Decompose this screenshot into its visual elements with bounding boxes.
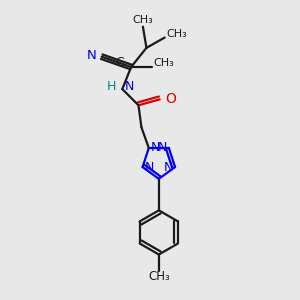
Text: N: N xyxy=(151,142,160,154)
Text: N: N xyxy=(144,160,154,174)
Text: N: N xyxy=(164,160,173,174)
Text: N: N xyxy=(125,80,135,93)
Text: O: O xyxy=(165,92,176,106)
Text: N: N xyxy=(158,142,167,154)
Text: N: N xyxy=(87,49,96,62)
Text: H: H xyxy=(106,80,116,93)
Text: CH₃: CH₃ xyxy=(148,270,170,283)
Text: CH₃: CH₃ xyxy=(133,15,153,25)
Text: CH₃: CH₃ xyxy=(166,29,187,39)
Text: CH₃: CH₃ xyxy=(153,58,174,68)
Text: C: C xyxy=(115,56,124,69)
